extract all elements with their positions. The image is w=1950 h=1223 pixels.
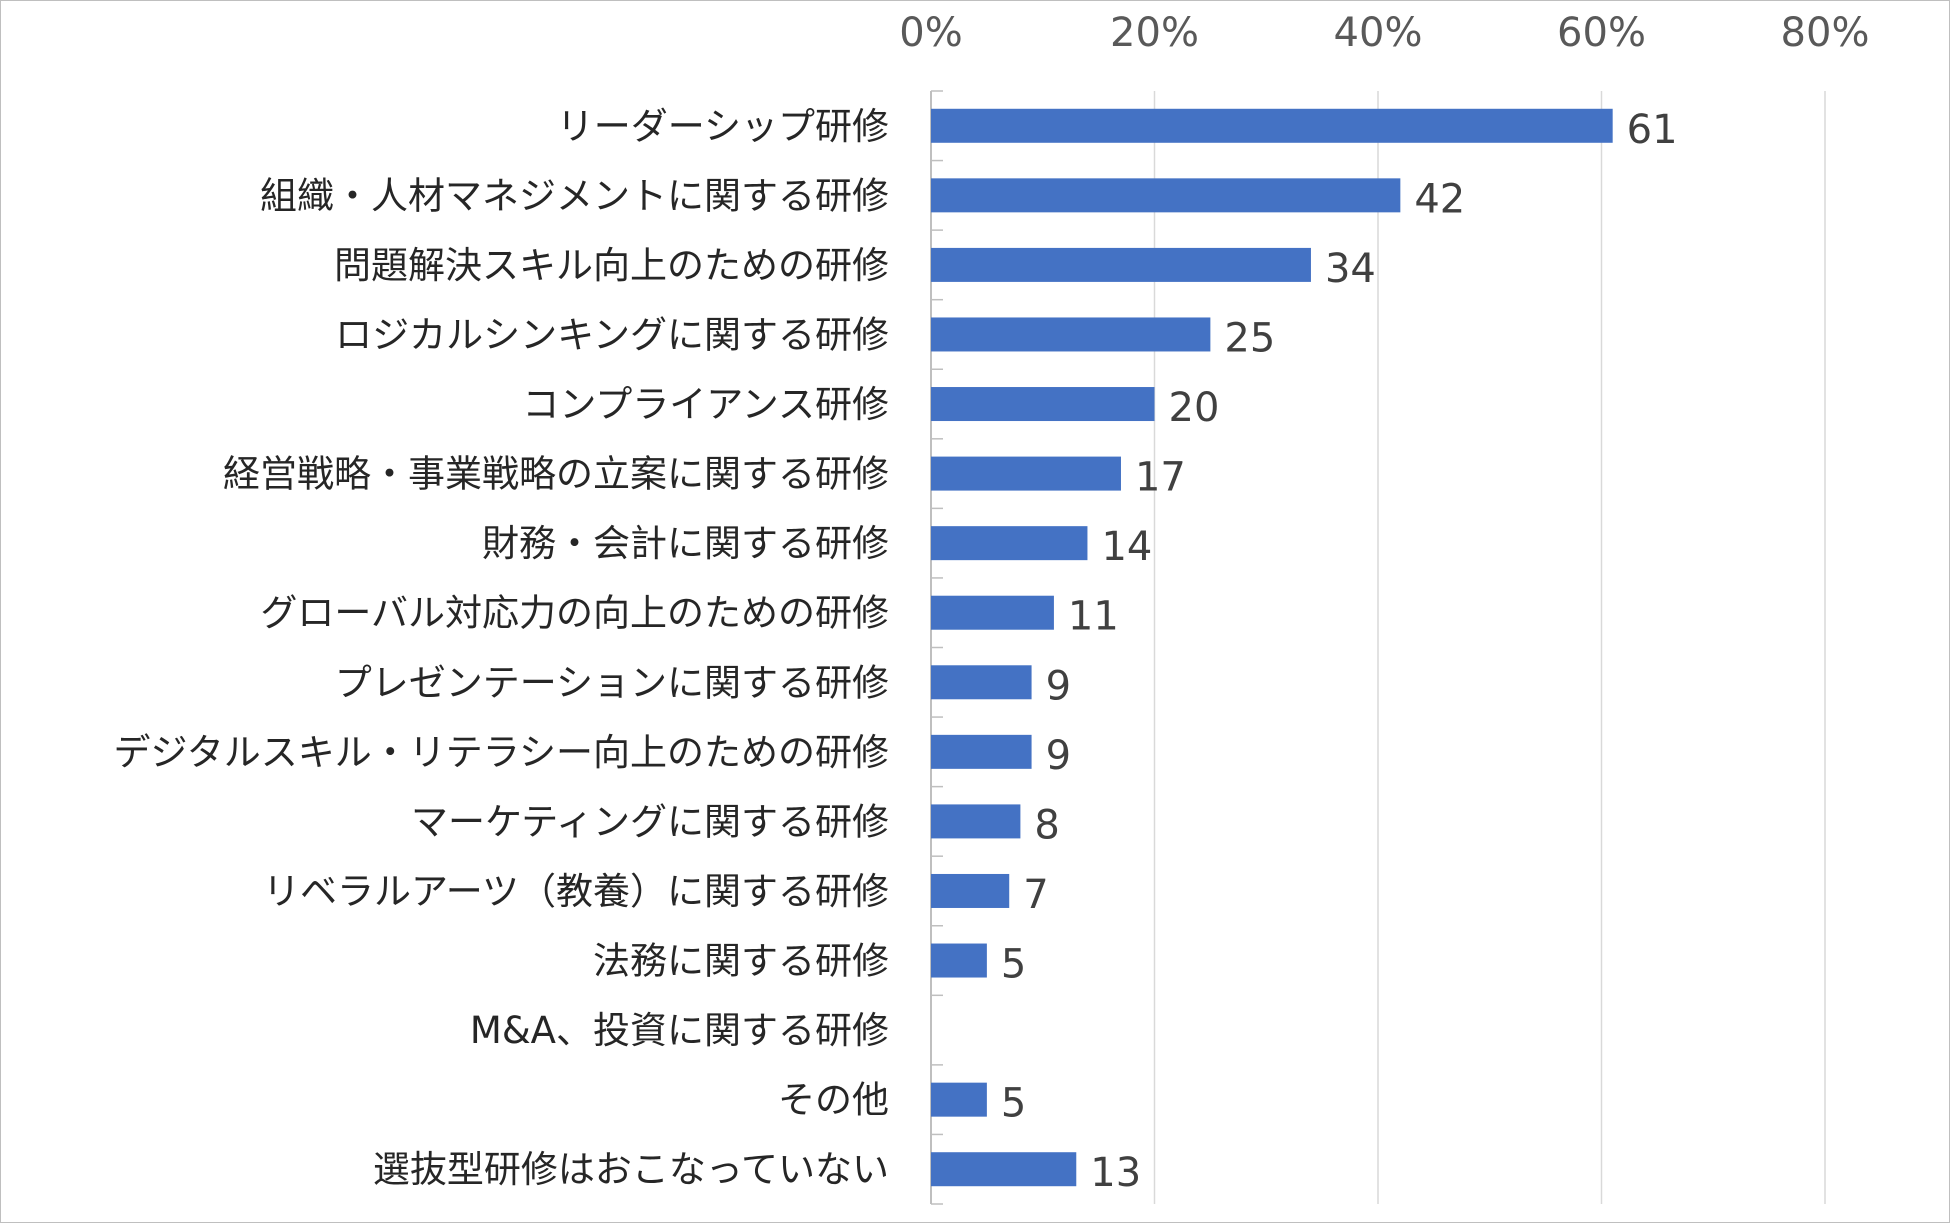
bar (931, 247, 1311, 282)
x-tick-label: 0% (899, 10, 962, 56)
bar (931, 108, 1613, 143)
bars (931, 108, 1613, 1187)
bar (931, 873, 1010, 908)
category-label: M&A、投資に関する研修 (470, 1009, 889, 1052)
x-axis-ticks: 0% 20% 40% 60% 80% (899, 10, 1869, 56)
x-tick-label: 80% (1781, 10, 1870, 56)
bar (931, 595, 1054, 630)
category-label: 法務に関する研修 (593, 940, 889, 983)
bar (931, 526, 1088, 561)
bar (931, 317, 1211, 352)
category-label: コンプライアンス研修 (522, 383, 889, 426)
value-label: 61 (1627, 107, 1678, 153)
value-label: 5 (1001, 942, 1026, 988)
value-label: 42 (1414, 176, 1465, 222)
value-label: 25 (1224, 315, 1275, 361)
bar (931, 387, 1155, 422)
value-label: 14 (1101, 524, 1152, 570)
value-label: 20 (1169, 385, 1220, 431)
x-tick-label: 40% (1334, 10, 1423, 56)
category-label: 経営戦略・事業戦略の立案に関する研修 (223, 453, 889, 496)
bar (931, 804, 1021, 839)
value-label: 9 (1046, 733, 1071, 779)
category-label: 問題解決スキル向上のための研修 (334, 244, 889, 287)
category-label: リベラルアーツ（教養）に関する研修 (263, 870, 889, 913)
bar (931, 734, 1032, 769)
value-label: 9 (1046, 663, 1071, 709)
category-label: 財務・会計に関する研修 (482, 522, 889, 565)
category-label: マーケティングに関する研修 (411, 800, 889, 843)
category-label: プレゼンテーションに関する研修 (335, 661, 889, 704)
category-label: 選抜型研修はおこなっていない (373, 1148, 889, 1191)
category-labels: リーダーシップ研修組織・人材マネジメントに関する研修問題解決スキル向上のための研… (113, 105, 889, 1191)
category-label: 組織・人材マネジメントに関する研修 (260, 174, 889, 217)
category-label: デジタルスキル・リテラシー向上のための研修 (113, 731, 889, 774)
bar (931, 665, 1032, 700)
bar (931, 178, 1401, 213)
x-tick-label: 60% (1557, 10, 1646, 56)
bar (931, 456, 1121, 491)
value-label: 17 (1135, 455, 1186, 501)
value-label: 7 (1023, 872, 1048, 918)
category-label: グローバル対応力の向上のための研修 (260, 592, 889, 635)
value-label: 11 (1068, 594, 1119, 640)
value-label: 13 (1090, 1150, 1141, 1196)
x-tick-label: 20% (1110, 10, 1199, 56)
category-label: ロジカルシンキングに関する研修 (335, 313, 889, 356)
bar (931, 1082, 987, 1117)
category-label: リーダーシップ研修 (557, 105, 889, 148)
category-label: その他 (778, 1079, 889, 1122)
value-label: 8 (1034, 802, 1059, 848)
bar (931, 943, 987, 978)
value-label: 5 (1001, 1081, 1026, 1127)
value-label: 34 (1325, 246, 1376, 292)
bar (931, 1152, 1077, 1187)
